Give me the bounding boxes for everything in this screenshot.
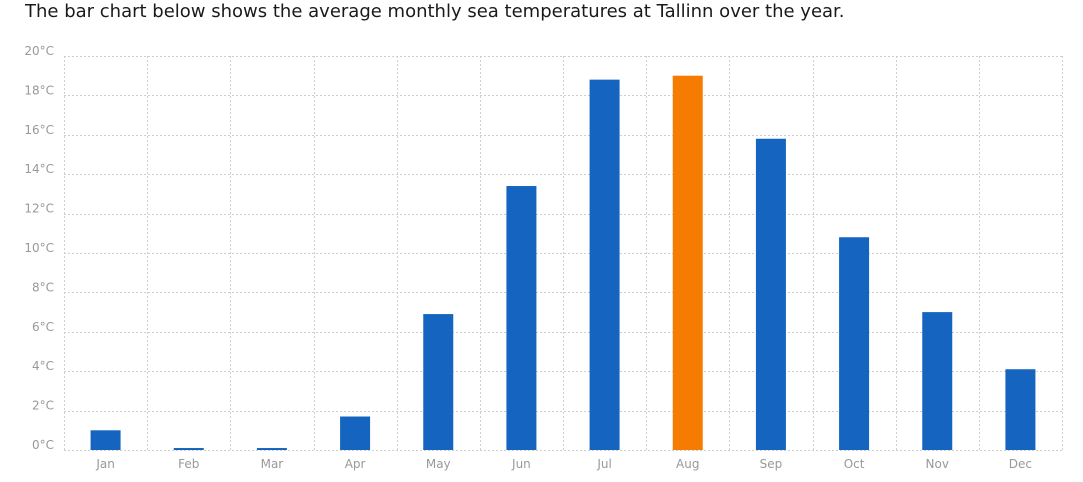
x-tick-label: Jun: [511, 457, 531, 471]
y-tick-label: 0°C: [32, 438, 54, 452]
y-tick-label: 8°C: [32, 280, 54, 294]
bar-nov[interactable]: [922, 312, 953, 450]
y-tick-label: 2°C: [32, 399, 54, 413]
y-tick-label: 10°C: [24, 241, 54, 255]
bar-oct[interactable]: [839, 237, 870, 450]
y-tick-label: 4°C: [32, 359, 54, 373]
chart-intro-text: The bar chart below shows the average mo…: [25, 1, 845, 22]
bar-jun[interactable]: [506, 186, 537, 450]
bar-feb[interactable]: [173, 448, 204, 450]
bar-may[interactable]: [423, 314, 454, 450]
x-tick-label: May: [426, 457, 451, 471]
x-tick-label: Jan: [95, 457, 115, 471]
x-tick-label: Mar: [261, 457, 284, 471]
bars: [90, 75, 1036, 451]
bar-aug[interactable]: [672, 75, 703, 450]
x-tick-label: Apr: [345, 457, 366, 471]
y-tick-label: 16°C: [24, 123, 54, 137]
x-tick-label: Sep: [760, 457, 783, 471]
y-tick-label: 14°C: [24, 162, 54, 176]
y-tick-label: 12°C: [24, 202, 54, 216]
y-tick-label: 20°C: [24, 44, 54, 58]
y-axis-ticks: 0°C 2°C 4°C 6°C 8°C 10°C 12°C 14°C 16°C 18°C 20°C: [24, 44, 54, 452]
x-tick-label: Aug: [676, 457, 699, 471]
x-tick-label: Jul: [596, 457, 611, 471]
x-tick-label: Dec: [1009, 457, 1032, 471]
bar-mar[interactable]: [256, 448, 287, 450]
grid-lines: [64, 56, 1063, 451]
x-tick-label: Oct: [844, 457, 865, 471]
bar-dec[interactable]: [1005, 369, 1036, 450]
y-tick-label: 18°C: [24, 83, 54, 97]
x-axis-ticks: Jan Feb Mar Apr May Jun Jul Aug Sep Oct Nov Dec: [95, 457, 1032, 471]
bar-jul[interactable]: [589, 79, 620, 450]
x-tick-label: Nov: [926, 457, 949, 471]
bar-jan[interactable]: [90, 430, 121, 450]
x-tick-label: Feb: [178, 457, 199, 471]
bar-apr[interactable]: [340, 416, 371, 450]
bar-sep[interactable]: [755, 138, 786, 451]
y-tick-label: 6°C: [32, 320, 54, 334]
